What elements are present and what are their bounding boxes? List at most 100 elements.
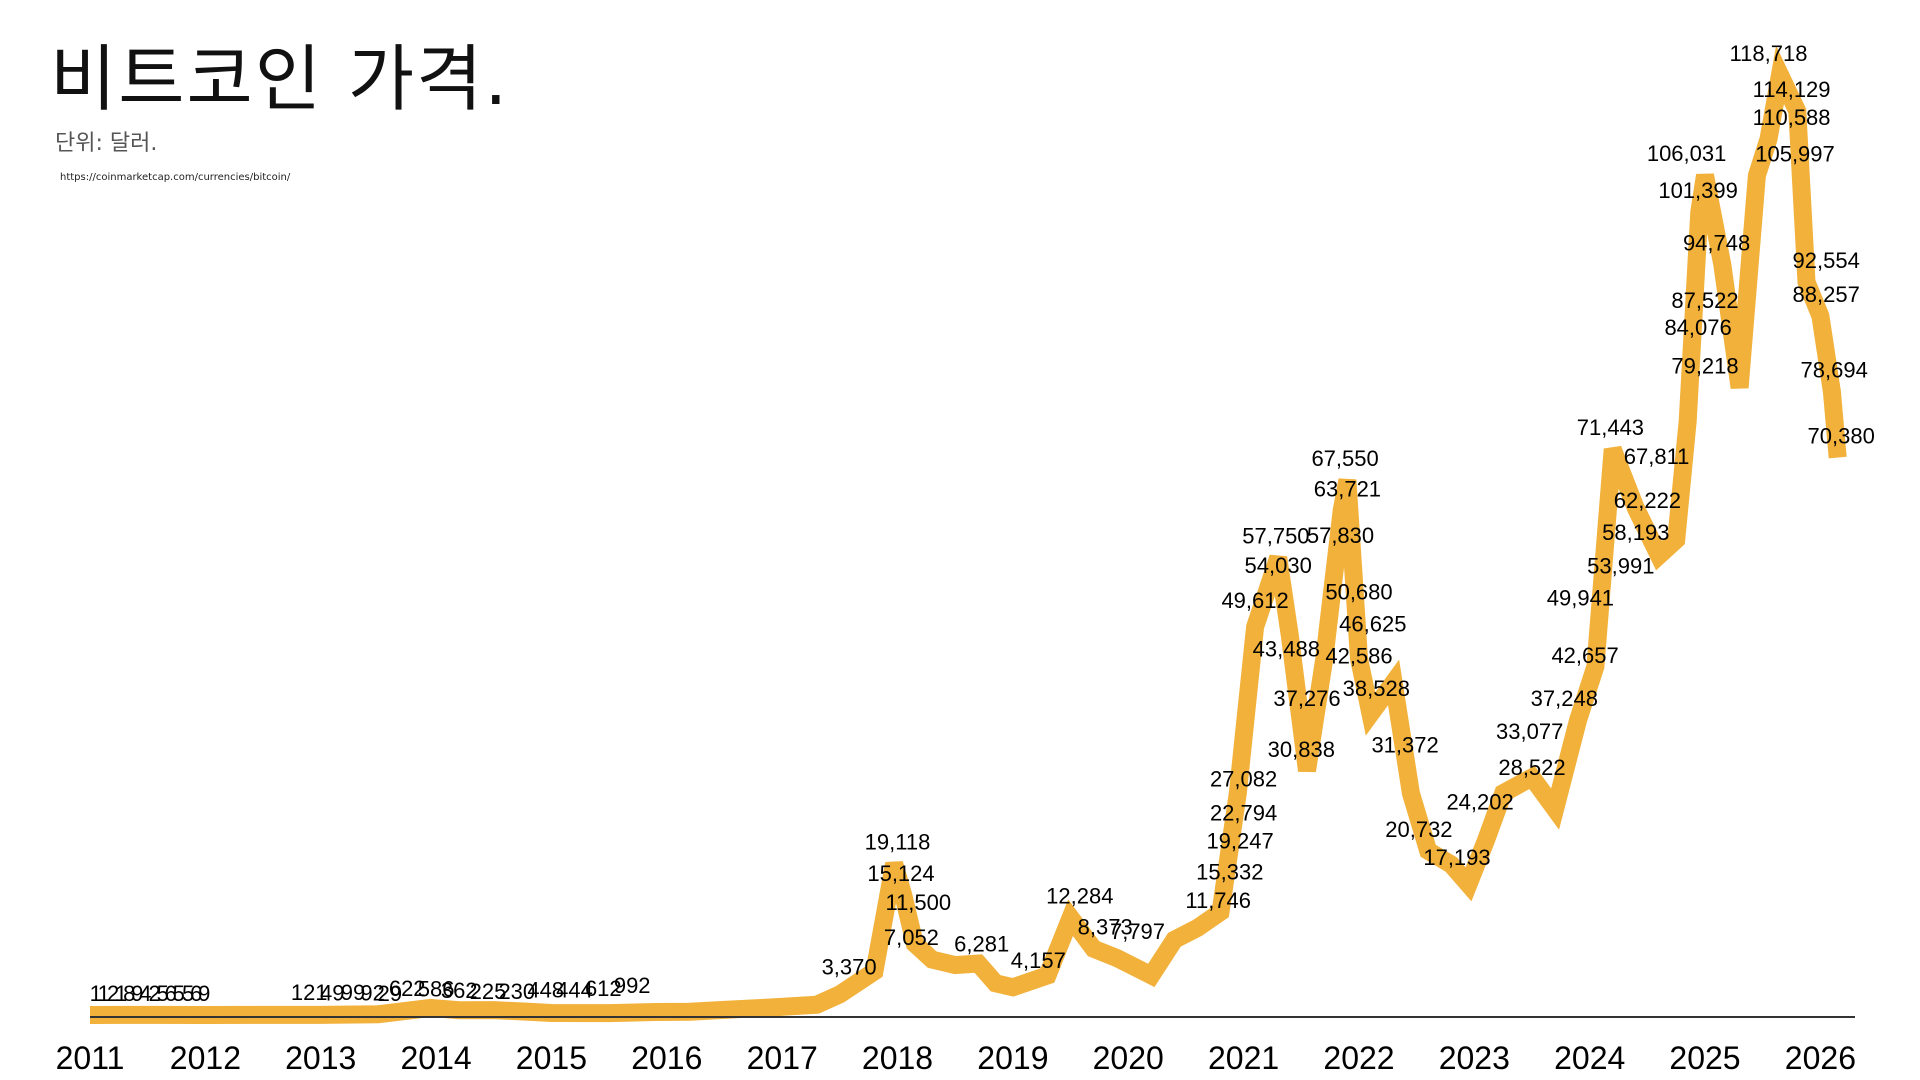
data-label: 24,202 [1446,789,1513,814]
data-label: 62,222 [1614,488,1681,513]
data-label: 71,443 [1577,415,1644,440]
data-label: 12,284 [1046,884,1113,909]
data-label: 121 [291,980,328,1005]
year-tick-label: 2021 [1208,1040,1279,1076]
data-label: 8 [123,981,135,1006]
year-tick-label: 2020 [1093,1040,1164,1076]
data-label: 5 [173,981,185,1006]
data-label: 586 [418,976,455,1001]
year-tick-label: 2024 [1554,1040,1625,1076]
data-label: 49,612 [1221,588,1288,613]
data-label: 2 [107,981,119,1006]
data-label: 94,748 [1683,231,1750,256]
data-label: 1 [90,981,102,1006]
data-label: 49 [320,981,344,1006]
data-label: 37,248 [1531,686,1598,711]
data-label: 114,129 [1753,77,1831,102]
data-label: 15,332 [1196,860,1263,885]
data-label: 11,500 [885,890,951,915]
data-label: 1 [98,981,110,1006]
data-label: 622 [389,976,426,1001]
data-label: 7,052 [884,925,939,950]
line-layer [89,45,1847,1025]
data-label: 37,276 [1273,686,1340,711]
data-label: 4,157 [1011,948,1066,973]
data-label: 4 [139,981,151,1006]
data-label: 53,991 [1587,553,1654,578]
data-label: 33,077 [1496,719,1563,744]
data-label: 42,586 [1325,644,1392,669]
data-label: 105,997 [1755,142,1835,167]
data-label: 27,082 [1210,767,1277,792]
year-tick-label: 2018 [862,1040,933,1076]
data-label: 11,746 [1185,888,1251,913]
data-label: 31,372 [1371,733,1438,758]
year-tick-label: 2023 [1439,1040,1510,1076]
data-label: 612 [585,976,622,1001]
data-label: 70,380 [1808,424,1875,449]
data-label: 106,031 [1647,141,1727,166]
data-label: 92,554 [1793,248,1860,273]
data-label: 5 [157,981,169,1006]
year-tick-label: 2026 [1785,1040,1856,1076]
data-label: 362 [441,978,478,1003]
year-tick-label: 2025 [1669,1040,1740,1076]
data-label: 1 [115,981,127,1006]
year-tick-label: 2014 [401,1040,472,1076]
data-label: 7,797 [1110,919,1165,944]
year-tick-label: 2011 [56,1040,125,1076]
data-label: 43,488 [1253,637,1320,662]
data-label: 992 [614,973,651,998]
data-label: 92 [360,980,384,1005]
source-url: https://coinmarketcap.com/currencies/bit… [60,172,291,183]
data-label: 29 [378,981,402,1006]
unit-subtitle: 단위: 달러. [55,131,158,156]
data-label: 2 [148,981,160,1006]
data-label: 57,750 [1242,524,1309,549]
year-tick-label: 2012 [170,1040,241,1076]
data-label: 54,030 [1245,553,1312,578]
data-label: 9 [131,981,143,1006]
data-label: 63,721 [1314,476,1381,501]
year-tick-label: 2022 [1323,1040,1394,1076]
data-label: 38,528 [1343,676,1410,701]
title-block: 비트코인 가격. [50,20,509,125]
year-tick-label: 2019 [977,1040,1048,1076]
page-title: 비트코인 가격. [50,37,510,121]
year-tick-label: 2016 [631,1040,702,1076]
data-label: 444 [556,978,593,1003]
data-label: 15,124 [867,861,934,886]
data-label: 5 [182,981,194,1006]
data-label: 19,247 [1206,829,1273,854]
data-label: 50,680 [1325,580,1392,605]
data-label: 6 [190,981,202,1006]
data-label: 6 [165,981,177,1006]
data-label: 99 [341,980,365,1005]
year-tick-label: 2013 [285,1040,356,1076]
data-label: 42,657 [1551,643,1618,668]
year-tick-label: 2015 [516,1040,587,1076]
data-label: 230 [498,979,535,1004]
tick-layer: 2011 2012 2013 2014 2015 2016 2017 2018 2019 2020… [56,1040,1856,1076]
data-label: 6,281 [954,931,1009,956]
data-label: 87,522 [1671,288,1738,313]
data-label: 19,118 [865,830,931,855]
data-label: 8,373 [1078,915,1133,940]
data-label: 78,694 [1801,358,1868,383]
data-label: 118,718 [1730,41,1808,66]
data-label: 20,732 [1385,817,1452,842]
data-label: 28,522 [1498,755,1565,780]
data-label: 88,257 [1793,282,1860,307]
data-label: 3,370 [822,954,877,979]
data-label: 448 [527,978,564,1003]
data-label: 84,076 [1664,315,1731,340]
data-label: 46,625 [1339,612,1406,637]
data-label: 58,193 [1602,520,1669,545]
data-label: 9 [198,981,210,1006]
data-label: 17,193 [1423,845,1490,870]
data-label: 49,941 [1547,586,1614,611]
data-label: 225 [470,979,507,1004]
data-label: 101,399 [1658,178,1738,203]
